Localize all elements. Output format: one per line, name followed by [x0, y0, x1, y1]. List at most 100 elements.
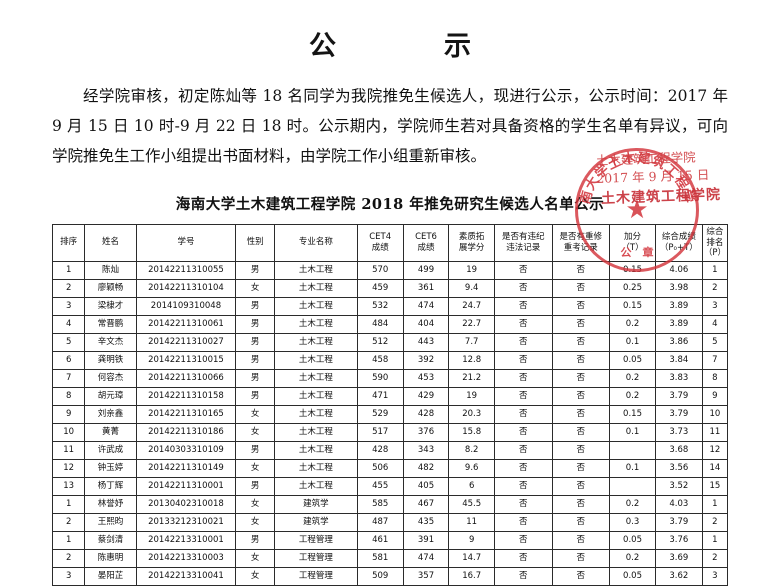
cell-name: 蔡剑清 [84, 531, 137, 550]
cell-major: 工程管理 [273, 567, 358, 586]
notice-paragraph: 经学院审核，初定陈灿等 18 名同学为我院推免生候选人，现进行公示，公示时间：2… [52, 87, 728, 165]
cell-bonus: 0.05 [609, 351, 656, 370]
cell-retake: 否 [551, 261, 611, 280]
cell-student-id: 20142213310001 [135, 531, 237, 550]
cell-cet4: 585 [356, 495, 404, 514]
header-cet4: CET4 成绩 [356, 224, 404, 262]
table-row: 7 何容杰 20142211310066 男土木工程 590 453 21.2 否否 0.2 3.… [51, 369, 729, 388]
cell-violation: 否 [493, 495, 553, 514]
cell-gender: 女 [235, 423, 275, 442]
cell-quality-credits: 20.3 [448, 405, 495, 424]
table-row: 9 刘亲鑫 20142211310165 女土木工程 529 428 20.3 否否 0.15 3… [51, 405, 729, 424]
cell-total-score: 3.68 [654, 441, 703, 460]
cell-retake: 否 [551, 405, 611, 424]
cell-student-id: 20142211310001 [135, 477, 237, 496]
header-quality-credits: 素质拓 展学分 [448, 224, 495, 262]
cell-cet4: 461 [356, 531, 404, 550]
cell-cet6: 435 [402, 513, 450, 532]
cell-total-score: 3.89 [654, 315, 703, 334]
cell-rank: 11 [701, 423, 729, 442]
cell-name: 陈惠明 [84, 549, 137, 568]
cell-cet6: 405 [402, 477, 450, 496]
cell-rank: 9 [701, 387, 729, 406]
cell-rank: 3 [701, 297, 729, 316]
cell-major: 工程管理 [273, 549, 358, 568]
table-row: 10 黄菁 20142211310186 女土木工程 517 376 15.8 否否 0.1 3.… [51, 423, 729, 442]
cell-gender: 男 [235, 351, 275, 370]
roster-table-wrapper: 排序 姓名 学号 性别 专业名称 CET4 成绩 CET6 成绩 素质拓 [51, 224, 729, 586]
cell-rank: 4 [701, 315, 729, 334]
cell-violation: 否 [493, 549, 553, 568]
cell-student-id: 20142213310003 [135, 549, 237, 568]
cell-rank: 7 [701, 351, 729, 370]
cell-cet6: 499 [402, 261, 450, 280]
cell-index: 2 [51, 279, 86, 298]
cell-index: 6 [51, 351, 86, 370]
cell-total-score: 3.62 [654, 567, 703, 586]
cell-major: 土木工程 [273, 459, 358, 478]
cell-bonus: 0.2 [609, 387, 656, 406]
cell-index: 13 [51, 477, 86, 496]
cell-student-id: 20142211310158 [135, 387, 237, 406]
header-major: 专业名称 [273, 224, 358, 262]
cell-total-score: 3.83 [654, 369, 703, 388]
cell-violation: 否 [493, 387, 553, 406]
cell-quality-credits: 14.7 [448, 549, 495, 568]
cell-bonus: 0.05 [609, 567, 656, 586]
cell-cet6: 467 [402, 495, 450, 514]
cell-index: 3 [51, 297, 86, 316]
cell-quality-credits: 16.7 [448, 567, 495, 586]
cell-bonus: 0.3 [609, 513, 656, 532]
table-header-row: 排序 姓名 学号 性别 专业名称 CET4 成绩 CET6 成绩 素质拓 [51, 224, 729, 262]
table-row: 1 蔡剑清 20142213310001 男工程管理 461 391 9 否否 0.05 3.76… [51, 531, 729, 550]
cell-cet6: 343 [402, 441, 450, 460]
cell-rank: 5 [701, 333, 729, 352]
roster-table-body: 1 陈灿 20142211310055 男土木工程 570 499 19 否否 0.15 4.06… [51, 261, 729, 586]
cell-student-id: 20142211310104 [135, 279, 237, 298]
header-cet6-line1: CET6 [415, 232, 437, 243]
cell-rank: 2 [701, 279, 729, 298]
header-retake-line1: 是否有重修 [559, 232, 603, 243]
cell-violation: 否 [493, 477, 553, 496]
cell-gender: 男 [235, 333, 275, 352]
cell-index: 8 [51, 387, 86, 406]
cell-rank: 2 [701, 513, 729, 532]
cell-bonus: 0.15 [609, 405, 656, 424]
cell-cet4: 458 [356, 351, 404, 370]
cell-name: 杨丁辉 [84, 477, 137, 496]
header-retake-line2: 重考记录 [563, 243, 598, 253]
cell-retake: 否 [551, 477, 611, 496]
cell-cet6: 357 [402, 567, 450, 586]
cell-rank: 15 [701, 477, 729, 496]
cell-retake: 否 [551, 351, 611, 370]
cell-student-id: 2014109310048 [135, 297, 237, 316]
cell-violation: 否 [493, 441, 553, 460]
cell-cet4: 512 [356, 333, 404, 352]
cell-name: 黄菁 [84, 423, 137, 442]
table-row: 3 梁棣才 2014109310048 男土木工程 532 474 24.7 否否 0.15 3.… [51, 297, 729, 316]
table-row: 1 陈灿 20142211310055 男土木工程 570 499 19 否否 0.15 4.06… [51, 261, 729, 280]
cell-student-id: 20142211310015 [135, 351, 237, 370]
cell-student-id: 20133212310021 [135, 513, 237, 532]
cell-index: 4 [51, 315, 86, 334]
cell-major: 土木工程 [273, 387, 358, 406]
cell-index: 3 [51, 567, 86, 586]
cell-index: 9 [51, 405, 86, 424]
cell-retake: 否 [551, 333, 611, 352]
header-total-score: 综合成绩 （P₀+T） [654, 224, 703, 262]
cell-rank: 10 [701, 405, 729, 424]
cell-gender: 女 [235, 459, 275, 478]
cell-gender: 女 [235, 279, 275, 298]
cell-gender: 男 [235, 297, 275, 316]
cell-cet6: 376 [402, 423, 450, 442]
table-caption: 海南大学土木建筑工程学院 2018 年推免研究生候选人名单公示 [175, 196, 605, 213]
cell-major: 土木工程 [273, 423, 358, 442]
cell-retake: 否 [551, 459, 611, 478]
cell-cet4: 459 [356, 279, 404, 298]
cell-name: 梁棣才 [84, 297, 137, 316]
cell-total-score: 3.89 [654, 297, 703, 316]
table-row: 2 陈惠明 20142213310003 女工程管理 581 474 14.7 否否 0.2 3.… [51, 549, 729, 568]
cell-bonus: 0.1 [609, 459, 656, 478]
cell-retake: 否 [551, 495, 611, 514]
cell-cet6: 404 [402, 315, 450, 334]
